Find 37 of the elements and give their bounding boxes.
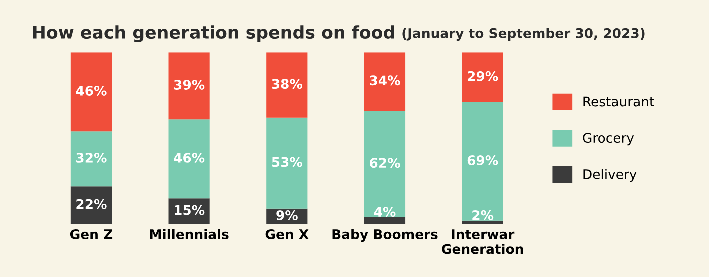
legend-label: Grocery [583,133,634,146]
chart-title: How each generation spends on food [34,26,394,43]
data-label: 62% [370,158,400,168]
bar [266,118,308,209]
x-tick-label: Baby Boomers [332,229,438,242]
data-label: 38% [272,79,303,90]
bar [364,111,406,218]
bar [70,52,112,132]
data-label: 4% [374,207,396,218]
data-label: 15% [175,205,205,216]
bar [70,186,112,224]
data-label: 34% [370,76,400,86]
bar [70,132,112,187]
data-label: 46% [174,152,205,163]
bar [168,120,210,199]
x-tick-label: Interwar Generation [442,230,524,254]
bar [462,102,504,221]
data-label: 46% [76,86,107,96]
data-label: 22% [76,199,107,210]
data-label: 69% [468,156,498,166]
data-label: 32% [76,152,107,163]
x-tick-label: Gen X [266,229,309,240]
bar [364,52,406,112]
data-label: 29% [468,71,498,82]
data-label: 9% [276,210,298,220]
chart-subtitle: (January to September 30, 2023) [402,28,645,42]
data-label: 39% [174,80,205,90]
bar [168,52,210,120]
bar [364,218,406,224]
bar [266,52,308,118]
bar [462,52,504,102]
legend-label: Delivery [584,169,637,182]
x-tick-label: Millennials [150,229,229,240]
data-label: 53% [272,157,303,168]
x-tick-label: Gen Z [70,229,113,240]
data-label: 2% [472,210,494,220]
legend-label: Restaurant [584,96,654,107]
